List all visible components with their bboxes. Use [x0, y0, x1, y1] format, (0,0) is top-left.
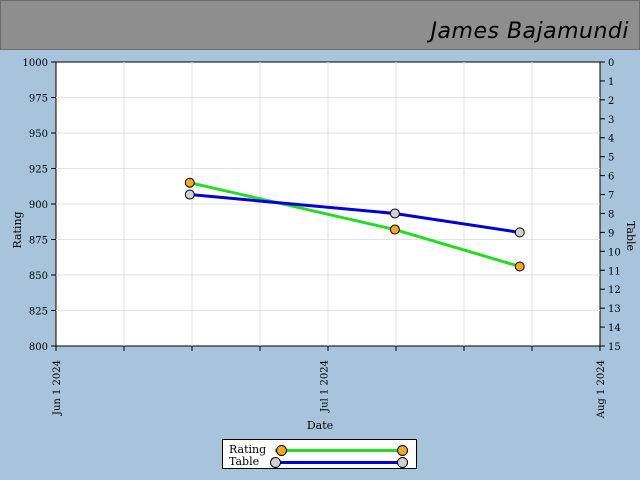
y-right-tick-label: 0: [608, 58, 614, 69]
data-point-rating: [389, 224, 400, 235]
data-point-table: [514, 227, 525, 238]
legend: Rating Table: [222, 439, 417, 469]
y-right-tick-label: 11: [608, 266, 621, 277]
legend-marker-rating-start: [276, 445, 287, 456]
data-point-rating: [514, 261, 525, 272]
legend-label-table: Table: [229, 455, 260, 468]
y-right-tick-label: 13: [608, 304, 621, 315]
grid: [56, 62, 600, 346]
legend-marker-rating-end: [397, 445, 408, 456]
y-axis-left-title: Rating: [11, 211, 24, 248]
legend-label-rating: Rating: [229, 443, 267, 456]
y-right-tick-label: 1: [608, 77, 614, 88]
legend-line-table: [275, 461, 403, 464]
y-left-tick-label: 825: [29, 307, 48, 318]
x-tick-label: Jul 1 2024: [320, 360, 331, 413]
y-right-tick-label: 9: [608, 228, 614, 239]
y-right-tick-label: 10: [608, 247, 621, 258]
y-right-tick-label: 3: [608, 115, 614, 126]
y-right-tick-label: 14: [608, 323, 621, 334]
x-axis-title: Date: [307, 419, 333, 432]
data-point-rating: [184, 177, 195, 188]
y-left-tick-label: 875: [29, 236, 48, 247]
series-layer: [184, 177, 525, 272]
legend-marker-table-end: [397, 457, 408, 468]
header-bar: James Bajamundi: [0, 0, 640, 50]
y-right-tick-label: 6: [608, 172, 614, 183]
y-left-tick-label: 850: [29, 271, 48, 282]
y-left-tick-label: 975: [29, 94, 48, 105]
y-left-tick-label: 900: [29, 200, 48, 211]
y-right-tick-label: 5: [608, 153, 614, 164]
y-left-tick-label: 1000: [23, 58, 48, 69]
data-point-table: [184, 189, 195, 200]
y-right-tick-label: 7: [608, 191, 614, 202]
data-point-table: [389, 208, 400, 219]
y-right-tick-label: 8: [608, 209, 614, 220]
y-right-tick-label: 15: [608, 342, 621, 353]
legend-marker-table-start: [270, 457, 281, 468]
y-right-tick-label: 4: [608, 134, 614, 145]
y-axis-right-title: Table: [624, 221, 637, 251]
y-left-tick-label: 800: [29, 342, 48, 353]
y-right-tick-label: 12: [608, 285, 621, 296]
y-left-tick-label: 950: [29, 129, 48, 140]
legend-line-rating: [275, 449, 403, 452]
y-left-tick-label: 925: [29, 165, 48, 176]
player-name: James Bajamundi: [430, 19, 629, 44]
y-right-tick-label: 2: [608, 96, 614, 107]
x-tick-label: Jun 1 2024: [52, 360, 63, 416]
x-tick-label: Aug 1 2024: [596, 360, 607, 419]
